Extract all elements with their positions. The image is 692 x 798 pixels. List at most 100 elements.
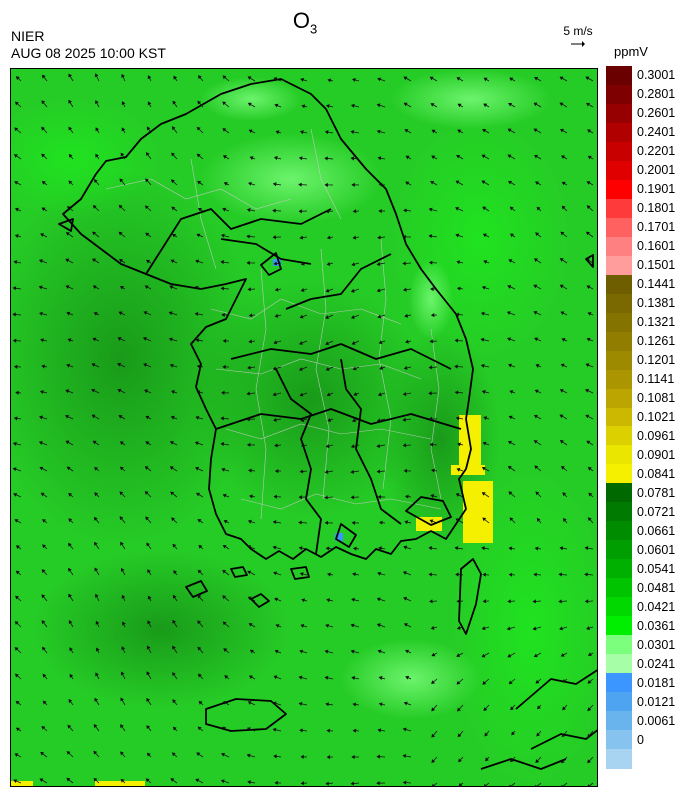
wind-vector-head <box>326 728 330 733</box>
wind-vector-head <box>41 153 46 158</box>
colorbar-swatch <box>606 274 632 295</box>
wind-vector-head <box>94 697 99 702</box>
wind-vector-head <box>298 367 303 371</box>
wind-vector-head <box>534 76 539 81</box>
wind-vector-head <box>300 754 304 759</box>
wind-vector-head <box>351 597 355 602</box>
wind-vector-head <box>42 646 46 651</box>
wind-vector-head <box>428 572 432 577</box>
wind-vector-head <box>274 780 278 785</box>
wind-vector-head <box>273 571 278 576</box>
wind-vector-head <box>298 182 302 187</box>
wind-vector-head <box>350 288 355 293</box>
wind-vector-head <box>121 567 125 572</box>
wind-vector-head <box>222 726 227 731</box>
wind-vector-head <box>587 466 592 471</box>
wind-vector-head <box>508 259 513 263</box>
wind-vector-head <box>14 127 19 132</box>
wind-vector-head <box>67 338 72 343</box>
colorbar-tick-label: 0.2801 <box>637 87 676 102</box>
wind-vector-head <box>220 779 225 784</box>
wind-vector-head <box>378 208 382 214</box>
wind-vector-head <box>222 101 227 106</box>
wind-vector-head <box>275 624 280 628</box>
wind-vector-head <box>272 727 277 732</box>
colorbar-tick-label: 0.1141 <box>637 372 675 387</box>
wind-vector-head <box>274 287 279 292</box>
colorbar-tick-label: 0.0361 <box>637 618 676 633</box>
wind-vector-head <box>66 311 71 316</box>
wind-vector-head <box>91 414 96 419</box>
wind-vector-head <box>324 649 329 654</box>
wind-vector-head <box>586 626 590 631</box>
ozone-map[interactable] <box>10 68 598 787</box>
wind-vector-head <box>147 595 152 600</box>
wind-vector-head <box>145 415 150 420</box>
wind-vector-head <box>68 698 73 703</box>
colorbar-tick-label: 0.2001 <box>637 163 676 178</box>
wind-vector-head <box>247 76 252 80</box>
wind-vector-head <box>273 675 278 680</box>
wind-vector-head <box>117 337 122 341</box>
wind-vector-head <box>197 180 202 185</box>
wind-vector-head <box>584 599 589 604</box>
wind-vector-head <box>535 181 539 186</box>
wind-vector-head <box>559 626 563 631</box>
wind-vector-head <box>326 392 331 397</box>
wind-vector-head <box>249 156 254 161</box>
wind-vector-head <box>247 596 252 601</box>
wind-vector-head <box>379 365 384 370</box>
wind-vector-head <box>405 339 409 344</box>
wind-vector-head <box>454 390 459 395</box>
wind-vector-head <box>246 391 250 396</box>
wind-vector-head <box>324 495 328 500</box>
wind-vector-head <box>144 491 149 495</box>
wind-vector-head <box>41 594 46 599</box>
wind-vector-head <box>536 517 541 522</box>
wind-vector-head <box>508 491 513 496</box>
wind-vector-head <box>378 182 383 187</box>
wind-vector-head <box>456 260 461 265</box>
wind-vector-head <box>378 702 383 707</box>
wind-vector-head <box>587 652 592 656</box>
wind-vector-head <box>376 288 381 293</box>
wind-vector-head <box>402 571 407 575</box>
wind-vector-head <box>121 127 126 132</box>
wind-vector-head <box>402 443 407 448</box>
wind-vector-head <box>195 415 200 420</box>
timestamp-label: AUG 08 2025 10:00 KST <box>11 45 166 61</box>
wind-vector-head <box>507 285 512 289</box>
wind-vector-head <box>481 492 486 496</box>
wind-vector-head <box>246 234 250 239</box>
wind-vector-head <box>143 311 148 315</box>
wind-vector-head <box>94 541 98 546</box>
wind-vector-head <box>120 751 124 756</box>
wind-vector-head <box>586 181 591 185</box>
wind-vector-head <box>559 284 564 289</box>
wind-vector-head <box>172 726 177 731</box>
wind-vector-head <box>172 672 176 677</box>
wind-vector-head <box>13 260 18 265</box>
wind-vector-head <box>247 287 251 292</box>
wind-vector-head <box>377 728 382 733</box>
wind-vector-head <box>454 338 459 343</box>
wind-vector-head <box>377 494 382 500</box>
wind-vector-head <box>350 103 355 108</box>
wind-vector-head <box>301 443 305 448</box>
wind-vector-head <box>456 599 460 604</box>
wind-vector-head <box>584 546 589 551</box>
wind-vector-head <box>560 363 565 368</box>
colorbar-swatch <box>606 426 632 447</box>
wind-vector-head <box>298 520 302 525</box>
wind-vector-head <box>325 702 329 707</box>
wind-vector-head <box>222 595 227 600</box>
wind-vector-head <box>195 466 200 471</box>
wind-vector-head <box>481 285 486 290</box>
wind-vector-head <box>352 728 357 733</box>
wind-vector-head <box>483 783 487 786</box>
colorbar-tick-label: 0.1601 <box>637 239 676 254</box>
wind-vector-head <box>507 440 512 445</box>
wind-vector-head <box>325 444 330 449</box>
wind-vector-head <box>350 781 355 786</box>
colorbar-swatch <box>606 445 632 466</box>
